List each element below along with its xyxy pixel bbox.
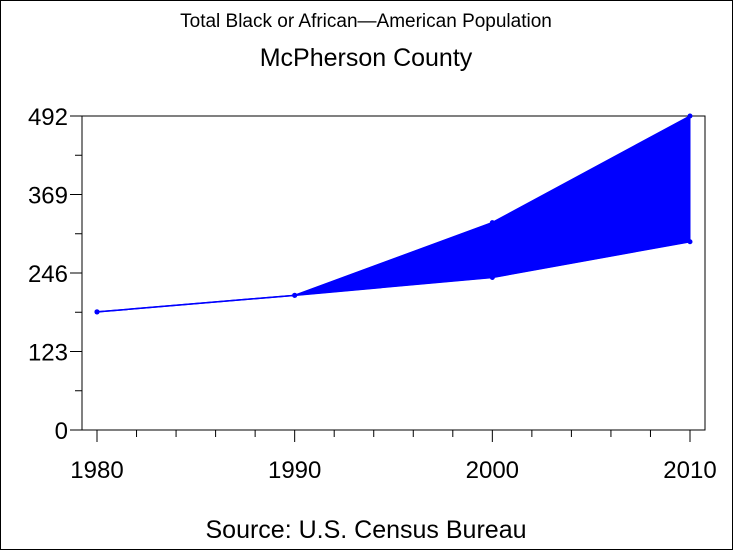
y-tick-label: 123: [28, 340, 68, 367]
x-tick-label: 1980: [70, 457, 123, 484]
upper-point-2010: [687, 113, 693, 119]
lower-point-1980: [94, 309, 100, 315]
x-tick-label: 2010: [663, 457, 716, 484]
y-tick-label: 246: [28, 261, 68, 288]
chart-subtitle: McPherson County: [260, 44, 473, 72]
chart-source: Source: U.S. Census Bureau: [206, 516, 527, 544]
lower-point-2000: [489, 274, 495, 280]
y-tick-label: 369: [28, 183, 68, 210]
plot-area: 0 123 246 369 492 1980 1990 2000 2010: [28, 104, 717, 484]
chart-title: Total Black or African—American Populati…: [180, 11, 552, 32]
x-tick-label: 1990: [268, 457, 321, 484]
y-tick-label: 492: [28, 104, 68, 131]
y-tick-label: 0: [55, 418, 68, 445]
lower-point-1990: [292, 292, 298, 298]
x-tick-label: 2000: [466, 457, 519, 484]
lower-series-line: [96, 240, 691, 313]
upper-point-2000: [489, 220, 495, 226]
range-area: [96, 115, 691, 313]
lower-point-2010: [687, 239, 693, 245]
